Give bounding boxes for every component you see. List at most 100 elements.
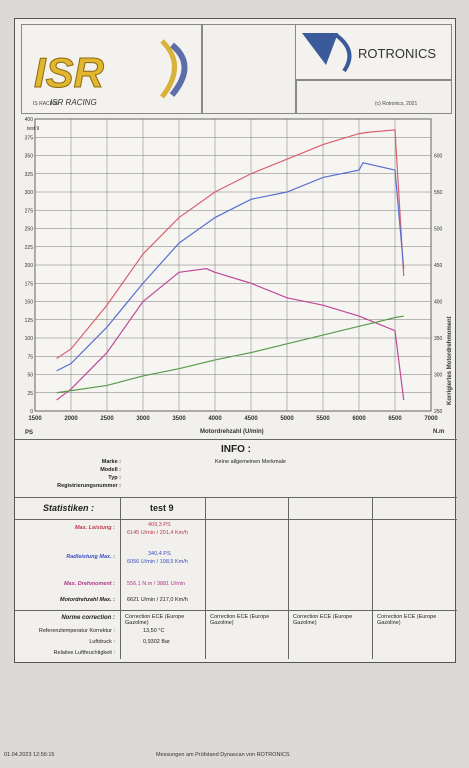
y-right-tick-label: 600	[434, 154, 443, 160]
correction-norm-4: Correction ECE (Europe Gazoline)	[377, 614, 437, 626]
info-top-divider	[15, 439, 457, 440]
y-tick-label: 0	[30, 409, 33, 415]
y-tick-label: 325	[25, 172, 34, 178]
stats-vline-1	[120, 497, 121, 659]
series-line-3	[56, 268, 405, 401]
y-tick-label: 25	[27, 391, 33, 397]
stat-value-wheel-power: 340,4 PS	[148, 551, 171, 557]
y-tick-label: 225	[25, 245, 34, 251]
y-tick-label: 400	[25, 117, 34, 123]
header-right-caption: (c) Rotronics, 2021	[375, 101, 418, 107]
correction-label-pressure: Luftdruck :	[89, 639, 115, 645]
x-axis-right-unit: N.m	[433, 429, 444, 435]
x-tick-label: 5500	[316, 416, 330, 422]
x-tick-label: 7000	[424, 416, 438, 422]
stats-vline-3	[288, 497, 289, 659]
y-tick-label: 50	[27, 373, 33, 379]
stat-value-wheel-power-rpm: 6056 U/min / 198,5 Km/h	[127, 559, 188, 565]
x-tick-label: 6000	[352, 416, 366, 422]
x-tick-label: 3000	[136, 416, 150, 422]
x-tick-label: 1500	[28, 416, 42, 422]
info-note: Keine allgemeinen Merkmale	[215, 459, 286, 465]
series-line-2	[56, 162, 405, 372]
series-line-4	[56, 315, 404, 394]
rotronics-logo: ROTRONICS	[295, 24, 452, 81]
footer-text: Messungen am Prüfstand Dynascan von ROTR…	[156, 752, 290, 758]
rotronics-logo-text: ROTRONICS	[358, 46, 436, 61]
y-tick-label: 75	[27, 354, 33, 360]
y-tick-label: 250	[25, 227, 34, 233]
isr-logo-subtext: ISR RACING	[50, 98, 97, 107]
stat-label-max-power: Max. Leistung :	[74, 525, 115, 531]
y-tick-label: 300	[25, 190, 34, 196]
isr-logo: ISR ISR RACING	[21, 24, 203, 114]
x-tick-label: 3500	[172, 416, 186, 422]
stats-top-divider	[15, 497, 457, 498]
info-label-registration: Registrierungsnummer :	[57, 483, 121, 489]
y-tick-label: 375	[25, 135, 34, 141]
y-right-tick-label: 500	[434, 227, 443, 233]
correction-value-temperature: 13,50 °C	[143, 628, 165, 634]
y-right-tick-label: 400	[434, 300, 443, 306]
stats-vline-4	[372, 497, 373, 659]
stats-test-name: test 9	[150, 503, 174, 513]
stat-value-max-torque: 556,1 N.m / 3881 U/min	[127, 581, 186, 587]
dyno-chart: 1500 2000 2500 3000 3500 4000 4500 5000 5500 6000…	[25, 117, 453, 436]
x-tick-label: 2000	[64, 416, 78, 422]
header-left-caption: IS RACING	[33, 101, 59, 107]
x-tick-label: 5000	[280, 416, 294, 422]
x-tick-label: 4000	[208, 416, 222, 422]
isr-logo-graphic: ISR ISR RACING	[34, 39, 188, 107]
y-tick-label: 350	[25, 154, 34, 160]
info-title: INFO :	[221, 444, 251, 455]
stats-header-divider	[15, 519, 457, 520]
stat-label-max-rpm: Motordrehzahl Max. :	[59, 597, 115, 603]
chart-lines	[56, 129, 405, 401]
correction-label-temperature: Referenztemperatur Korrektur :	[38, 628, 115, 634]
isr-logo-text: ISR	[34, 49, 105, 96]
correction-norm-2: Correction ECE (Europe Gazoline)	[210, 614, 270, 626]
correction-label-humidity: Relative Luftfeuchtigkeit :	[53, 650, 115, 656]
info-label-brand: Marke :	[101, 459, 121, 465]
correction-norm-3: Correction ECE (Europe Gazoline)	[293, 614, 353, 626]
stats-vline-2	[205, 497, 206, 659]
y-right-tick-label: 300	[434, 373, 443, 379]
stat-label-max-torque: Max. Drehmoment :	[63, 581, 115, 587]
header-middle-box	[201, 24, 297, 114]
header-right-box	[295, 79, 452, 114]
y-tick-label: 175	[25, 281, 34, 287]
correction-norm-1: Correction ECE (Europe Gazoline)	[125, 614, 185, 626]
info-label-model: Modell :	[100, 467, 121, 473]
rotronics-logo-graphic: ROTRONICS	[302, 33, 436, 73]
y-right-tick-label: 350	[434, 336, 443, 342]
x-axis-label: Motordrehzahl (U/min)	[200, 429, 264, 435]
stat-value-max-power-rpm: 6145 U/min / 201,4 Km/h	[127, 530, 188, 536]
stats-title: Statistiken :	[43, 503, 95, 513]
y-tick-label: 100	[25, 336, 34, 342]
y-right-tick-label: 550	[434, 190, 443, 196]
footer-timestamp: 01.04.2023 12:56:15	[4, 752, 55, 758]
chart-ticks: 1500 2000 2500 3000 3500 4000 4500 5000 5500 6000…	[25, 117, 443, 422]
chart-grid	[34, 118, 432, 412]
y-tick-label: 125	[25, 318, 34, 324]
y-tick-label: 275	[25, 208, 34, 214]
correction-title: Norme correction :	[61, 615, 115, 621]
y-right-tick-label: 450	[434, 263, 443, 269]
correction-top-divider	[15, 610, 457, 611]
stat-value-max-rpm: 6621 U/min / 217,0 Km/h	[127, 597, 188, 603]
dyno-report-sheet: ISR ISR RACING ROTRONICS IS RACING (c) R…	[14, 18, 457, 663]
y-right-tick-label: 250	[434, 409, 443, 415]
y-axis-unit: PS	[25, 430, 33, 436]
x-tick-label: 6500	[388, 416, 402, 422]
stat-value-max-power: 409,3 PS	[148, 522, 171, 528]
y-tick-label: 150	[25, 300, 34, 306]
chart-legend: test 9	[27, 126, 39, 132]
y-tick-label: 200	[25, 263, 34, 269]
x-tick-label: 4500	[244, 416, 258, 422]
stat-label-wheel-power: Radleistung Max. :	[66, 554, 115, 560]
correction-value-pressure: 0,9302 Bar	[143, 639, 170, 645]
series-line-1	[56, 129, 405, 359]
y-axis-right-label: Korrigiertes Motordrehmoment	[447, 316, 453, 405]
info-label-type: Typ :	[108, 475, 121, 481]
x-tick-label: 2500	[100, 416, 114, 422]
